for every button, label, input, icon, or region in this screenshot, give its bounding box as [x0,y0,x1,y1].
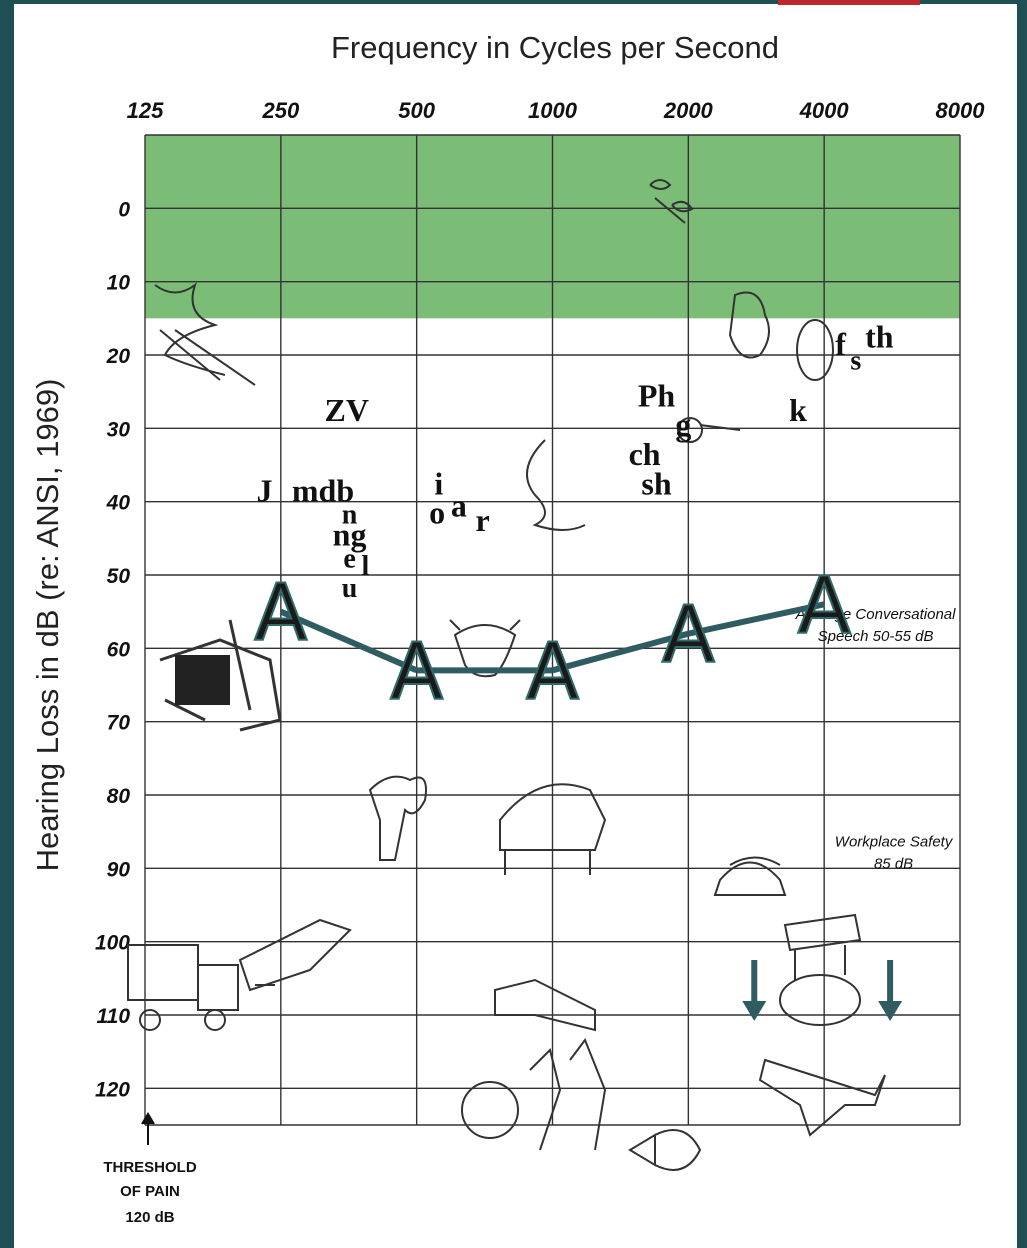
speech-sound-label: f [835,326,846,362]
speech-sound-label: k [789,392,807,428]
musicians-icon [529,1037,607,1151]
drum-icon [461,1081,519,1139]
jet-airplane-icon [758,1058,886,1137]
annotations: Average Conversational Speech 50-55 dB Wor… [795,606,956,872]
helicopter-icon [779,974,861,1026]
threshold-line-1: THRESHOLD [103,1159,197,1176]
bird-icon [728,291,770,359]
data-point-marker: A [662,591,715,681]
truck-icon [127,944,199,1001]
sound-source-illustrations [127,179,886,1171]
y-tick-label: 60 [107,638,131,661]
frog-icon [449,619,521,678]
speech-sound-label: g [675,407,691,443]
speech-sound-label: ch [629,436,661,472]
truck-wheel-icon [139,1009,161,1031]
water-drip-icon [154,282,256,386]
down-arrows [742,960,903,1021]
x-tick-label: 250 [261,98,299,123]
series-line-segment [687,601,825,637]
speech-sound-label: Ph [638,377,676,413]
y-axis-label: Hearing Loss in dB (re: ANSI, 1969) [30,379,65,872]
speech-sound-label: th [865,319,894,355]
speech-sound-label: i [434,465,443,501]
annotation-text: Workplace Safety [835,833,954,850]
y-tick-label: 20 [106,345,131,368]
dog-icon [368,775,427,861]
speech-sound-label: sh [641,465,671,501]
threshold-line-3: 120 dB [125,1209,174,1226]
truck-cab-icon [197,964,239,1011]
data-point-marker: A [390,627,443,717]
speech-sound-label: mdb [292,473,354,509]
speech-sound-label: u [342,573,358,604]
y-tick-label: 120 [95,1078,130,1101]
down-arrow-head-icon [878,1001,903,1021]
sink-icon [175,655,230,705]
y-tick-label: 40 [106,492,131,515]
speech-sound-label: l [362,551,370,582]
x-tick-label: 2000 [663,98,714,123]
annotation-text: Speech 50-55 dB [818,628,934,645]
clock-icon [796,319,834,381]
annotation-text: Average Conversational [795,606,956,623]
x-tick-label: 125 [127,98,164,123]
annotation-text: 85 dB [874,855,913,872]
y-tick-label: 100 [95,932,130,955]
leaves-icon [649,179,694,224]
threshold-of-pain: THRESHOLD OF PAIN 120 dB [103,1112,197,1226]
y-tick-label: 110 [97,1005,131,1028]
x-tick-label: 1000 [528,98,578,123]
speech-sound-label: r [476,502,490,538]
accent-bar [778,0,920,5]
x-tick-label: 8000 [936,98,986,123]
y-tick-label: 70 [107,712,131,735]
chart-title: Frequency in Cycles per Second [331,30,779,65]
telephone-icon [713,856,787,896]
lawn-mower-icon [238,918,352,992]
y-axis-ticks: 0 10 20 30 40 50 60 70 80 90 100 110 120 [95,198,130,1101]
threshold-line-2: OF PAIN [120,1183,180,1200]
x-axis-ticks: 125 250 500 1000 2000 4000 8000 [127,98,986,123]
series-hearing-levels: AA A A A [253,560,852,718]
x-tick-label: 500 [398,98,435,123]
siren-horn-icon [628,1129,702,1171]
y-tick-label: 50 [107,565,131,588]
watch-icon [677,417,703,443]
down-arrow-head-icon [742,1001,767,1021]
chart-grid [144,134,961,1126]
watch-strap-icon [699,424,741,431]
speech-sound-label: e [343,544,355,575]
data-point-marker: A [797,561,850,651]
chainsaw-icon [494,978,596,1032]
y-tick-label: 80 [107,785,131,808]
y-tick-label: 30 [107,418,131,441]
data-point-marker: A [526,627,579,717]
x-tick-label: 4000 [799,98,850,123]
speech-sound-label: a [451,487,467,523]
table-saw-icon [783,913,862,980]
series-line-segment [551,630,690,674]
y-tick-label: 0 [118,198,130,221]
data-point-marker: A [254,569,307,659]
series-line-segment [279,608,418,674]
truck-wheel-icon [204,1009,226,1031]
face-profile-icon [526,439,586,531]
speech-sound-label: n [342,500,358,531]
y-tick-label: 90 [107,858,131,881]
speech-sound-label: ng [333,517,367,553]
faucet-icon [159,619,282,732]
speech-sound-label: J [256,473,272,509]
y-tick-label: 10 [107,272,131,295]
piano-icon [499,783,607,875]
speech-sound-label: s [850,346,861,377]
speech-sound-label: o [429,495,445,531]
up-arrow-icon [141,1112,155,1145]
speech-sound-label: ZV [325,392,369,428]
